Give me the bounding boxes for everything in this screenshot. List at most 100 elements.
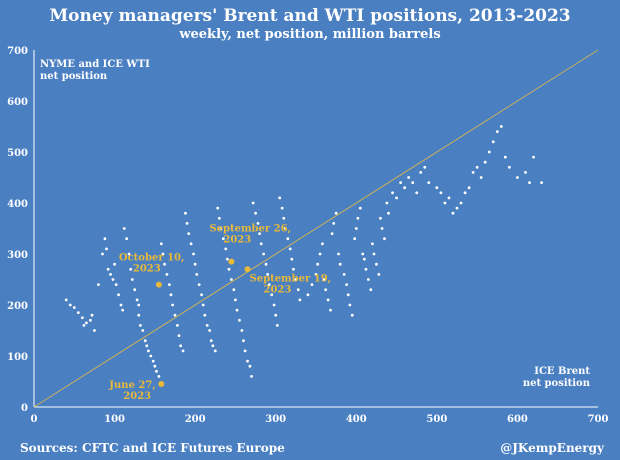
data-point [411,181,415,185]
x-tick-label: 0 [31,414,38,425]
data-point [258,232,261,236]
highlight-label: October 10, 2023 [119,253,185,275]
data-point [130,278,134,281]
data-point [435,186,439,190]
data-point [475,165,479,169]
data-point [127,252,131,256]
data-point [262,252,266,256]
data-point [193,262,197,266]
x-tick-label: 200 [185,414,206,425]
data-point [242,339,245,343]
data-point [377,273,381,276]
data-point [467,186,471,190]
data-point [348,303,352,307]
data-point [211,344,215,348]
data-point [149,354,153,358]
data-point [314,273,318,276]
data-point [117,293,120,297]
data-point [82,324,86,327]
data-point [358,206,362,210]
y-tick-label: 500 [7,148,28,159]
data-point [338,262,342,266]
data-point [187,232,191,236]
data-point [151,359,155,363]
data-point [350,313,354,317]
data-point [528,181,531,185]
y-tick-label: 300 [7,250,28,261]
data-point [97,283,100,286]
y-axis-label-line1: NYME and ICE WTI [40,59,150,70]
highlight-point [158,381,165,388]
data-point [119,303,123,307]
data-point [288,247,292,251]
data-point [89,318,92,322]
data-point [103,237,107,241]
data-point [238,318,241,322]
data-point [246,359,249,363]
x-tick-label: 300 [265,414,286,425]
credit-handle: @JKempEnergy [500,441,604,455]
x-tick-label: 600 [507,414,528,425]
data-point [372,252,376,256]
data-point [503,155,507,159]
y-tick-label: 600 [7,97,28,108]
data-point [179,344,183,348]
data-point [487,150,491,154]
data-point [283,227,287,230]
data-point [248,364,252,368]
data-point [72,306,76,309]
data-point [64,298,68,302]
data-point [383,237,386,241]
data-point [399,181,402,185]
highlight-label: September 19, 2023 [250,273,332,295]
data-point [129,267,133,271]
data-point [419,171,423,174]
data-point [133,288,137,292]
highlight-label: June 27, 2023 [108,380,156,402]
data-point [122,227,126,230]
data-point [264,262,268,266]
data-point [439,191,443,195]
data-point [499,125,503,128]
data-point [105,247,108,251]
data-point [296,288,300,292]
data-point [282,216,286,220]
data-point [316,262,320,266]
data-point [177,334,181,337]
data-point [330,232,334,236]
highlight-point [155,281,162,288]
data-point [334,211,338,215]
y-tick-label: 0 [21,403,28,414]
data-point [278,196,282,200]
data-point [106,267,110,271]
data-point [524,171,527,174]
data-point [227,267,231,271]
data-point [217,216,221,220]
data-point [380,227,384,230]
chart-subtitle: weekly, net position, million barrels [179,27,441,42]
data-point [243,349,247,353]
data-point [447,196,451,200]
data-point [161,252,165,256]
data-point [157,375,161,378]
data-point [195,273,199,276]
data-point [332,222,336,225]
data-point [153,364,157,368]
data-point [159,242,163,246]
data-point [111,278,115,281]
data-point [250,375,253,378]
data-point [321,242,324,246]
x-axis-label-line2: net position [522,378,590,389]
data-point [232,288,236,292]
data-point [189,242,193,246]
data-point [208,329,212,332]
reference-line [33,49,599,408]
data-point [483,160,487,164]
data-point [125,237,129,241]
data-point [167,283,171,286]
data-point [516,176,519,179]
data-point [356,216,360,220]
data-point [251,201,255,205]
data-point [109,273,112,276]
